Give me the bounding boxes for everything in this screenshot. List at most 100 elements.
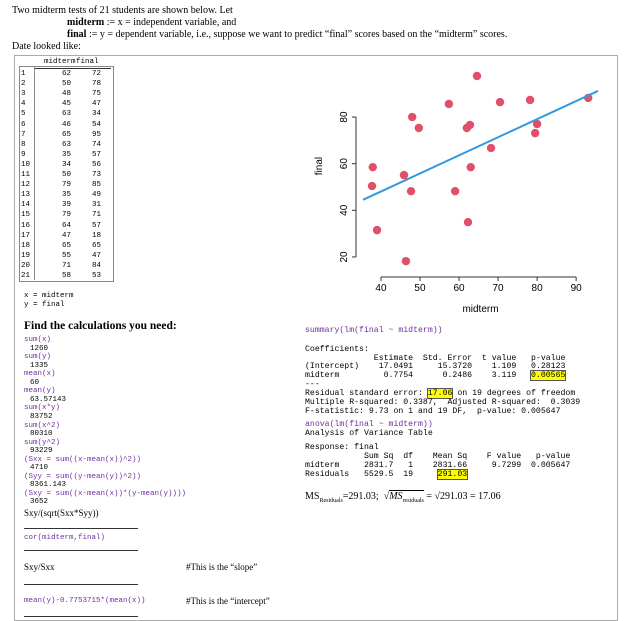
r-text: Residuals 5529.5 19	[305, 470, 438, 479]
r-line: midterm 0.7754 0.2486 3.119 0.00565	[305, 370, 567, 381]
table-cell: 50	[61, 80, 71, 89]
highlight: 17.06	[426, 388, 454, 399]
assign-line: x = midterm	[24, 292, 74, 300]
ms-line: MSResiduals=291.03; √MSresiduals = √291.…	[305, 490, 501, 504]
calc-code: mean(x)	[24, 370, 56, 379]
row-number: 17	[21, 231, 31, 240]
table-cell: 39	[61, 201, 71, 210]
row-number: 4	[21, 100, 26, 109]
row-number: 18	[21, 241, 31, 250]
table-cell: 95	[91, 130, 101, 139]
calc-title: Find the calculations you need:	[24, 320, 177, 332]
row-number: 9	[21, 150, 26, 159]
rule	[24, 616, 138, 617]
rule	[24, 584, 138, 585]
calc-result: 3652	[30, 498, 49, 507]
row-number: 6	[21, 120, 26, 129]
table-cell: 74	[91, 140, 101, 149]
calc-code: sum(y)	[24, 353, 52, 362]
table-cell: 63	[61, 140, 71, 149]
table-cell: 34	[61, 160, 71, 169]
row-number: 16	[21, 221, 31, 230]
table-cell: 49	[91, 191, 101, 200]
row-number: 2	[21, 80, 26, 89]
table-cell: 18	[91, 231, 101, 240]
table-cell: 35	[61, 150, 71, 159]
intro-line: Date looked like:	[12, 41, 81, 52]
bold-term: final	[67, 29, 87, 40]
rule	[35, 68, 111, 69]
calc-result: 4710	[30, 464, 49, 473]
calc-code: sum(x)	[24, 336, 52, 344]
table-cell: 65	[61, 241, 71, 250]
table-cell: 31	[91, 201, 101, 210]
bold-term: midterm	[67, 17, 105, 28]
calc-note: #This is the “slope”	[186, 562, 258, 572]
r-line: Coefficients:	[305, 345, 369, 354]
r-text: Residual standard error:	[305, 389, 428, 398]
table-cell: 58	[61, 272, 71, 280]
intro-line: midterm := x = independent variable, and	[67, 18, 236, 28]
highlight: 0.00565	[530, 370, 567, 381]
table-cell: 50	[61, 171, 71, 179]
calc-result: 93229	[30, 447, 53, 456]
table-cell: 85	[91, 181, 101, 190]
ms-text: MS	[389, 491, 403, 502]
assign-line: y = final	[24, 301, 65, 309]
table-cell: 53	[91, 272, 101, 280]
row-number: 5	[21, 110, 26, 119]
row-number: 11	[21, 171, 31, 179]
r-line: Residuals 5529.5 19 291.03	[305, 469, 469, 480]
intro-line: final := y = dependent variable, i.e., s…	[67, 30, 507, 40]
table-cell: 48	[61, 90, 71, 99]
table-cell: 57	[91, 221, 101, 230]
calc-expr: Sxy/(sqrt(Sxx*Syy))	[24, 508, 99, 518]
calc-result: 60	[30, 378, 40, 387]
table-cell: 75	[91, 90, 101, 99]
calc-code: mean(y)	[24, 387, 56, 396]
calc-code: sum(x^2)	[24, 421, 61, 430]
ms-text: = √291.03 = 17.06	[423, 491, 501, 502]
intro-text: := y = dependent variable, i.e., suppose…	[86, 29, 508, 40]
r-line: Multiple R-squared: 0.3387, Adjusted R-s…	[305, 398, 581, 407]
r-text: on 19 degrees of freedom	[452, 389, 576, 398]
calc-code: cor(midterm,final)	[24, 534, 106, 542]
r-line: Sum Sq df Mean Sq F value p-value	[305, 452, 571, 461]
ms-text: MS	[305, 491, 320, 502]
row-number: 21	[21, 272, 31, 280]
r-line: Response: final	[305, 443, 379, 452]
row-number: 12	[21, 181, 31, 190]
table-cell: 79	[61, 181, 71, 190]
table-cell: 55	[61, 251, 71, 260]
r-line: ---	[305, 380, 320, 389]
table-cell: 47	[91, 100, 101, 109]
rule	[24, 550, 138, 551]
row-number: 1	[21, 70, 26, 78]
r-line: F-statistic: 9.73 on 1 and 19 DF, p-valu…	[305, 407, 561, 416]
ms-sub: Residuals	[319, 498, 343, 504]
table-cell: 71	[91, 211, 101, 220]
table-cell: 56	[91, 160, 101, 169]
r-line: Residual standard error: 17.06 on 19 deg…	[305, 388, 576, 399]
r-line: (Intercept) 17.0491 15.3720 1.109 0.2812…	[305, 362, 566, 371]
table-cell: 46	[61, 120, 71, 129]
calc-result: 80310	[30, 430, 53, 439]
table-header: final	[76, 58, 99, 66]
calc-result: 63.57143	[30, 395, 67, 404]
r-call: anova(lm(final ~ midterm))	[305, 420, 433, 429]
intro-text: := x = independent variable, and	[104, 17, 237, 28]
data-table-divider	[34, 66, 35, 280]
table-cell: 71	[61, 261, 71, 270]
row-number: 13	[21, 191, 31, 200]
calc-code: sum(x*y)	[24, 404, 61, 413]
table-cell: 84	[91, 261, 101, 270]
r-line: Estimate Std. Error t value p-value	[305, 354, 566, 363]
row-number: 14	[21, 201, 31, 210]
table-cell: 62	[61, 70, 71, 78]
rule	[24, 528, 138, 529]
row-number: 3	[21, 90, 26, 99]
table-cell: 35	[61, 191, 71, 200]
ms-text: =291.03;	[342, 491, 384, 502]
table-cell: 65	[61, 130, 71, 139]
table-cell: 78	[91, 80, 101, 89]
